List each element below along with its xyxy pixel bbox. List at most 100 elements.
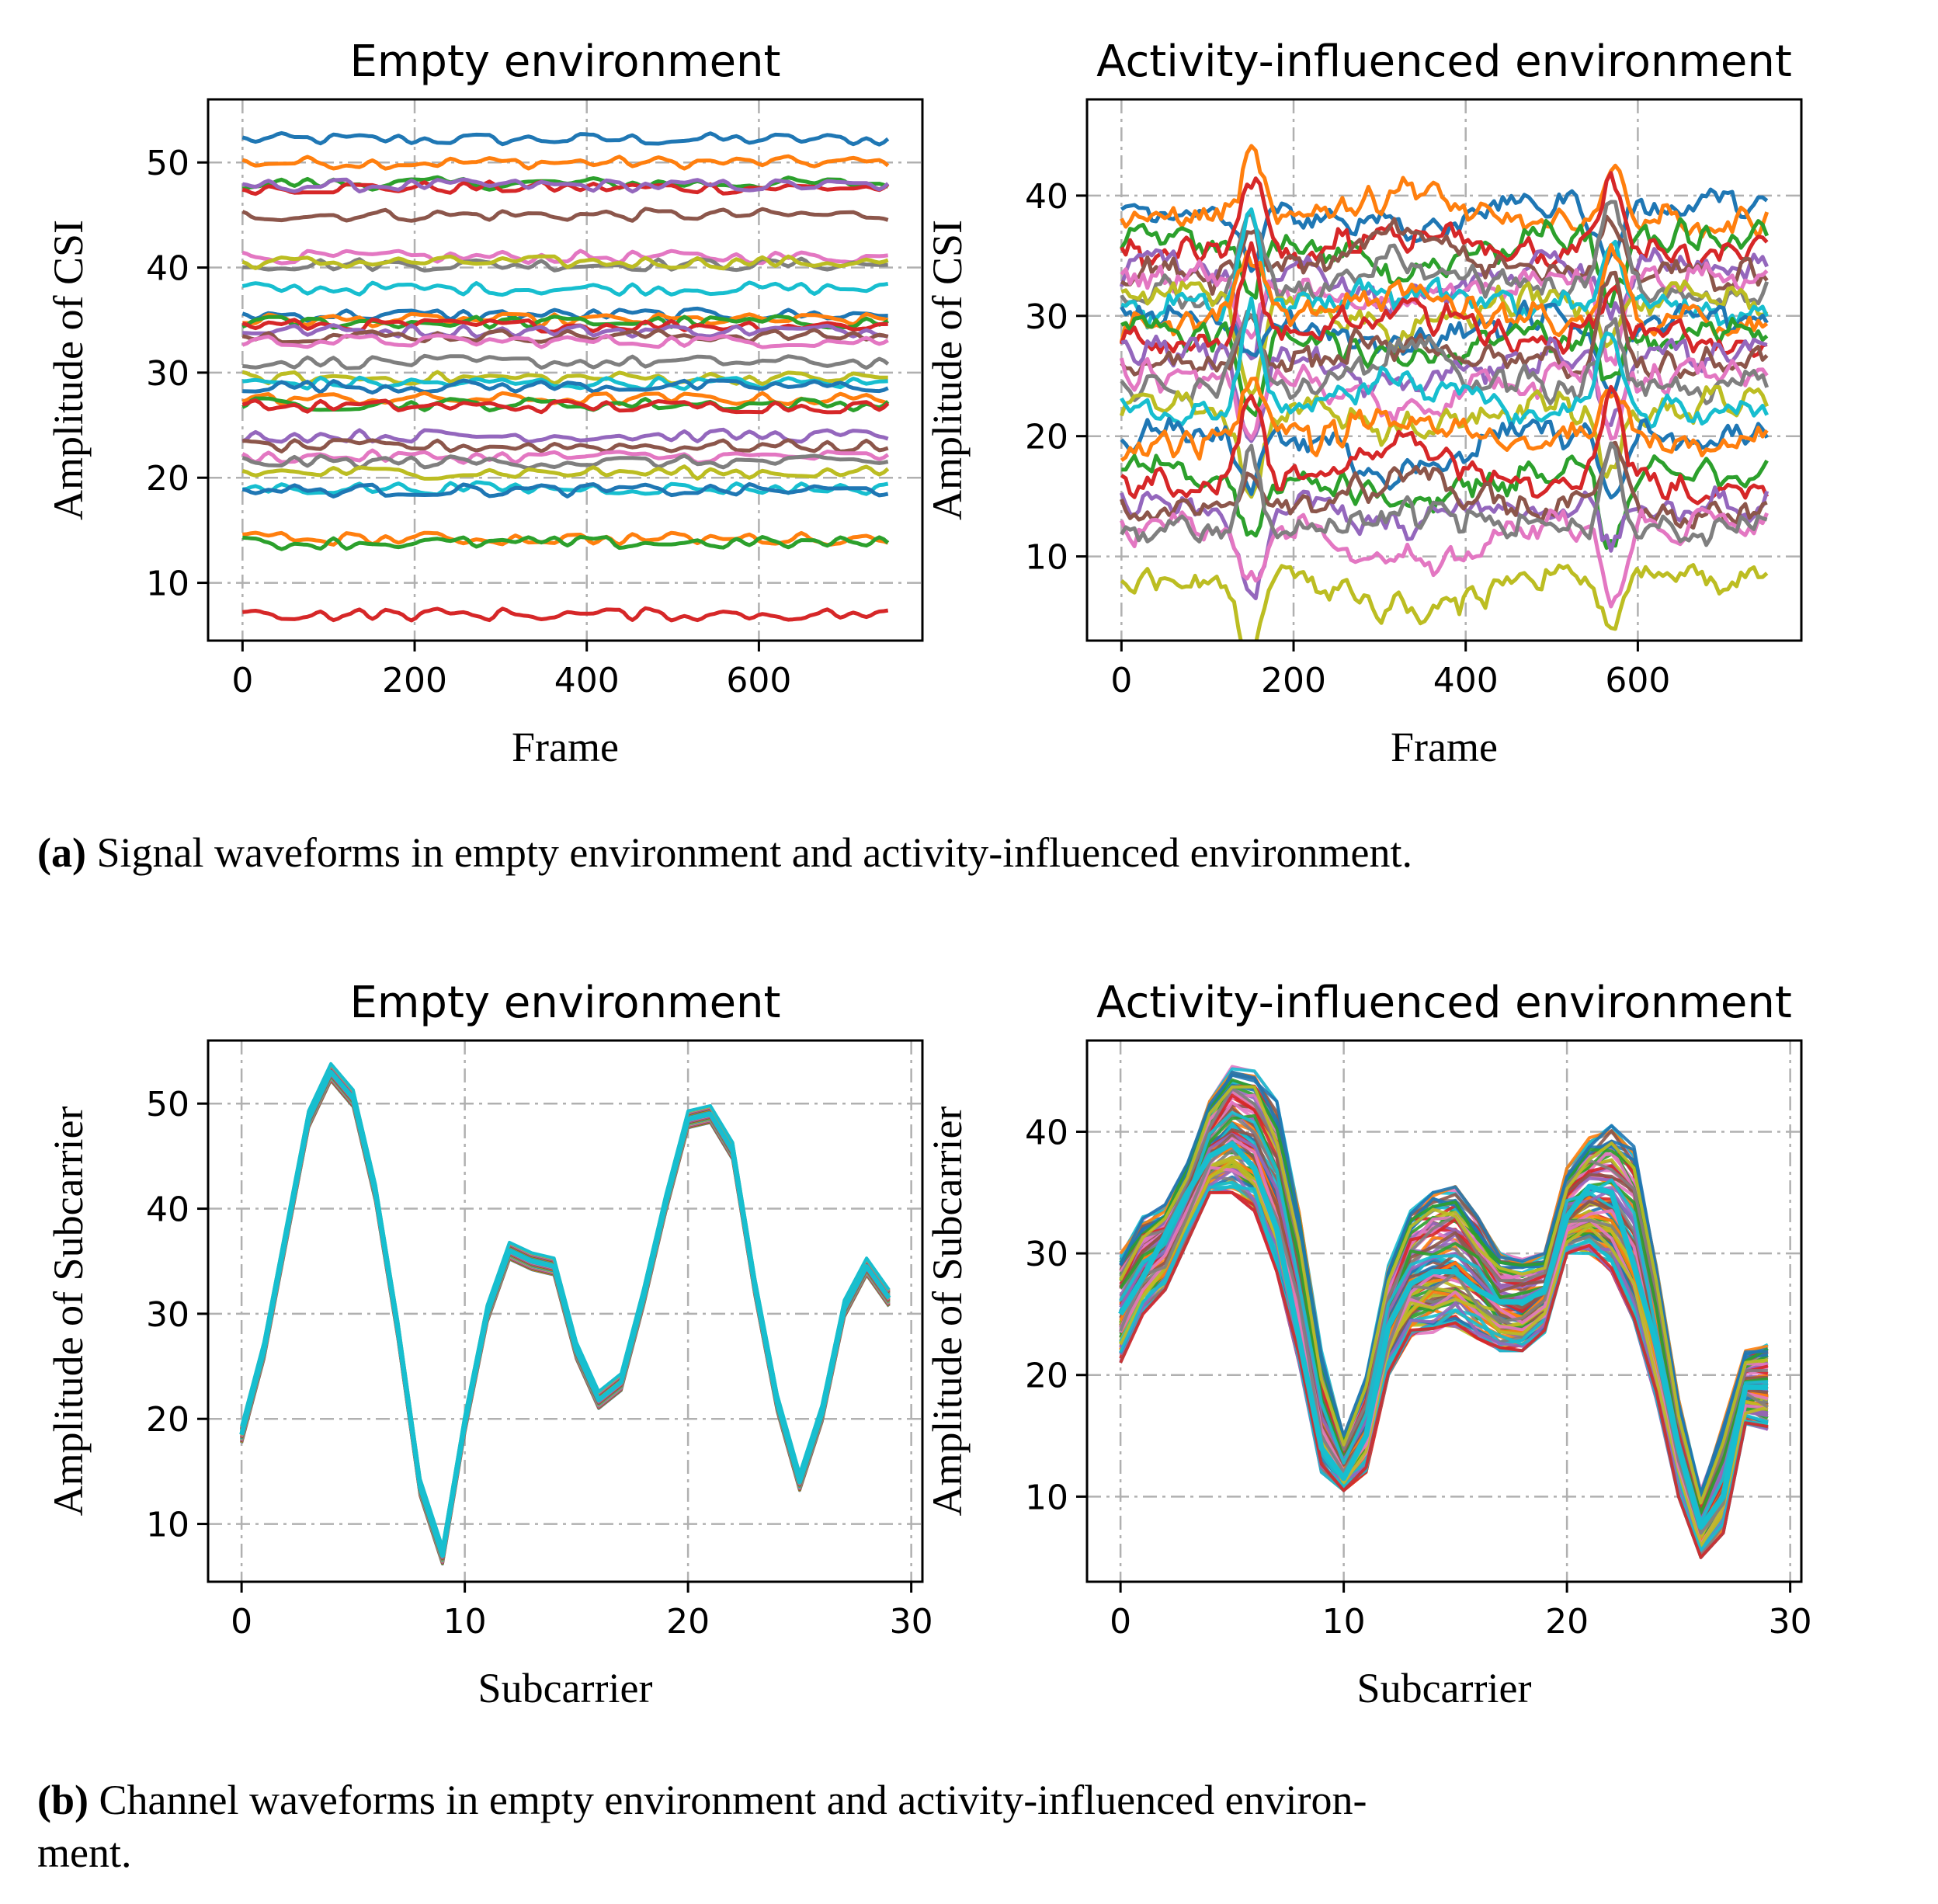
series-line bbox=[1119, 241, 1768, 358]
x-tick-label: 0 bbox=[1110, 661, 1132, 700]
chart-panel-b2: 0 10 20 30 10 20 30 40 Activity-influenced envir… bbox=[924, 978, 1812, 1711]
y-tick-label: 40 bbox=[146, 249, 189, 289]
series-line bbox=[1119, 1086, 1768, 1505]
x-tick-label: 20 bbox=[1545, 1602, 1589, 1642]
y-tick-label: 20 bbox=[146, 459, 189, 499]
x-tick-label: 0 bbox=[1110, 1602, 1131, 1642]
x-tick-label: 400 bbox=[1433, 661, 1499, 700]
series-line bbox=[242, 353, 890, 370]
caption-a-text: Signal waveforms in empty environment an… bbox=[96, 829, 1413, 876]
series-line bbox=[1119, 243, 1769, 343]
y-tick-label: 30 bbox=[1025, 1235, 1068, 1274]
y-axis-label: Amplitude of CSI bbox=[924, 220, 971, 520]
plot-frame bbox=[207, 98, 924, 642]
chart-panel-a2: 0 200 400 600 10 20 30 40 Activity-influenced en… bbox=[924, 36, 1803, 770]
x-tick-label: 10 bbox=[1322, 1602, 1366, 1642]
series-line bbox=[242, 311, 889, 328]
chart-panel-b1: 0 10 20 30 10 20 30 40 50 Empty environment Subcar… bbox=[45, 978, 933, 1711]
series-line bbox=[241, 154, 890, 171]
y-axis-label: Amplitude of CSI bbox=[45, 220, 92, 520]
y-tick-label: 20 bbox=[1025, 418, 1068, 457]
y-tick-label: 40 bbox=[146, 1190, 189, 1230]
x-tick-label: 30 bbox=[1769, 1602, 1812, 1642]
series-line bbox=[1120, 296, 1769, 430]
series-group bbox=[239, 1061, 891, 1565]
series-line bbox=[241, 333, 889, 349]
series-line bbox=[1119, 1114, 1769, 1515]
series-line bbox=[241, 254, 889, 271]
x-tick-label: 400 bbox=[554, 661, 620, 700]
chart-title: Empty environment bbox=[349, 978, 780, 1028]
series-line bbox=[241, 314, 889, 330]
y-axis-label: Amplitude of Subcarrier bbox=[45, 1107, 92, 1517]
series-line bbox=[1119, 1085, 1769, 1505]
y-tick-label: 30 bbox=[1025, 297, 1068, 337]
series-line bbox=[241, 481, 889, 499]
chart-panel-a1: 0 200 400 600 10 20 30 40 50 Empty environment Fra… bbox=[45, 36, 924, 770]
series-line bbox=[1120, 214, 1769, 296]
series-line bbox=[1120, 377, 1769, 462]
series-line bbox=[1120, 171, 1769, 274]
series-line bbox=[241, 464, 890, 481]
series-line bbox=[241, 177, 890, 194]
caption-a: (a) Signal waveforms in empty environmen… bbox=[37, 827, 1412, 880]
series-line bbox=[1120, 309, 1770, 405]
x-tick-label: 0 bbox=[231, 1602, 252, 1642]
series-line bbox=[241, 427, 889, 444]
y-tick-label: 40 bbox=[1025, 177, 1068, 217]
series-line bbox=[1119, 1190, 1769, 1559]
y-tick-label: 10 bbox=[146, 565, 189, 604]
x-tick-label: 200 bbox=[382, 661, 447, 700]
series-line bbox=[241, 448, 890, 465]
x-tick-label: 600 bbox=[1605, 661, 1670, 700]
x-tick-label: 200 bbox=[1261, 661, 1326, 700]
series-line bbox=[1119, 1160, 1769, 1548]
series-line bbox=[242, 378, 889, 395]
caption-b-text-1: Channel waveforms in empty environment a… bbox=[99, 1777, 1367, 1823]
y-tick-label: 30 bbox=[146, 354, 189, 394]
series-line bbox=[1121, 453, 1769, 551]
series-line bbox=[1120, 563, 1769, 641]
plot-frame bbox=[1085, 1039, 1803, 1583]
series-line bbox=[242, 438, 889, 453]
x-axis-label: Frame bbox=[1391, 724, 1498, 770]
x-tick-label: 10 bbox=[443, 1602, 487, 1642]
chart-title: Empty environment bbox=[349, 36, 780, 87]
series-line bbox=[242, 606, 889, 623]
series-line bbox=[241, 306, 888, 323]
x-axis-label: Subcarrier bbox=[478, 1665, 653, 1711]
series-line bbox=[1120, 441, 1768, 547]
y-tick-label: 10 bbox=[146, 1506, 189, 1545]
x-tick-label: 600 bbox=[726, 661, 791, 700]
series-group bbox=[1118, 1065, 1769, 1559]
caption-b-tag: (b) bbox=[37, 1777, 89, 1823]
caption-a-tag: (a) bbox=[37, 829, 86, 876]
x-tick-label: 30 bbox=[890, 1602, 933, 1642]
y-tick-label: 20 bbox=[146, 1400, 189, 1440]
x-tick-label: 0 bbox=[231, 661, 253, 700]
y-tick-label: 40 bbox=[1025, 1113, 1068, 1152]
series-line bbox=[1120, 384, 1769, 506]
y-tick-label: 50 bbox=[146, 144, 189, 183]
y-tick-label: 10 bbox=[1025, 1478, 1068, 1517]
series-line bbox=[1120, 144, 1770, 239]
plot-frame bbox=[1085, 98, 1803, 642]
series-line bbox=[1120, 200, 1770, 310]
series-line bbox=[1120, 270, 1769, 380]
series-line bbox=[242, 375, 888, 391]
x-axis-label: Frame bbox=[512, 724, 619, 770]
y-tick-label: 20 bbox=[1025, 1357, 1068, 1396]
series-line bbox=[239, 1069, 891, 1558]
series-line bbox=[241, 370, 888, 387]
y-axis-label: Amplitude of Subcarrier bbox=[924, 1107, 971, 1517]
caption-b: (b) Channel waveforms in empty environme… bbox=[37, 1774, 1916, 1879]
series-line bbox=[1119, 1073, 1768, 1496]
series-line bbox=[242, 323, 889, 339]
series-line bbox=[1119, 440, 1768, 530]
series-group bbox=[1119, 144, 1770, 641]
series-line bbox=[1118, 1141, 1768, 1530]
series-line bbox=[242, 535, 890, 551]
x-tick-label: 20 bbox=[666, 1602, 710, 1642]
y-tick-label: 50 bbox=[146, 1085, 189, 1124]
